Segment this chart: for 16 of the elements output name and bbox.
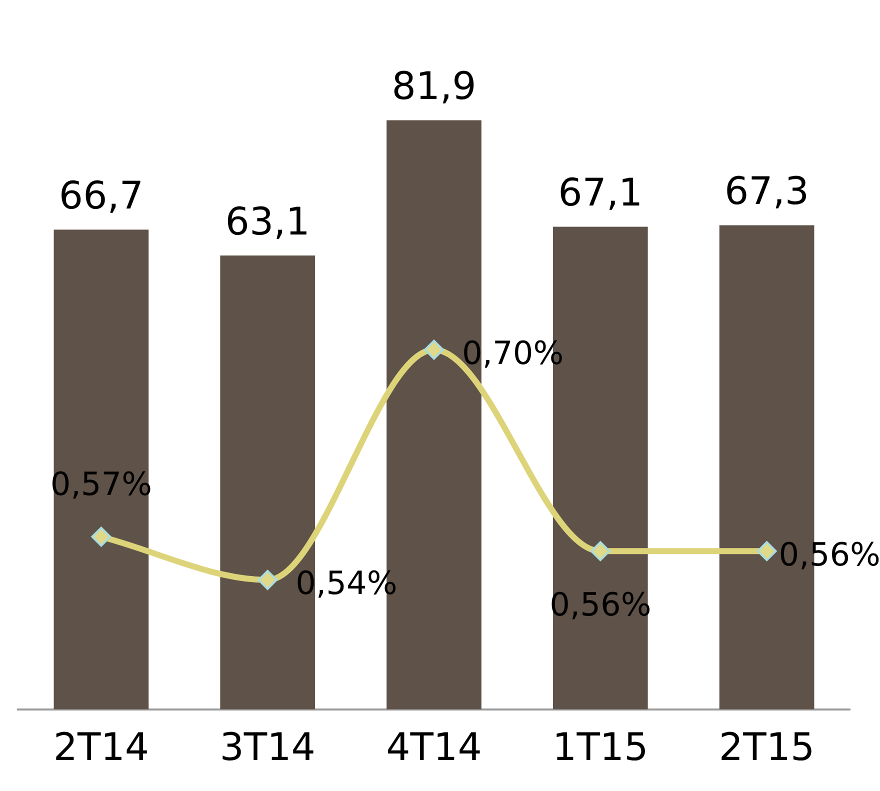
point [91, 526, 112, 547]
point [756, 541, 777, 562]
x-tick-label: 2T14 [53, 725, 150, 770]
point [590, 541, 610, 562]
x-tick-label: 3T14 [220, 725, 316, 770]
data-label: 81,9 [392, 64, 476, 108]
point [424, 340, 444, 360]
x-tick-label: 4T14 [386, 725, 482, 770]
x-tick-label: 1T15 [552, 725, 648, 770]
x-tick-label: 2T15 [718, 725, 815, 770]
point [258, 570, 278, 590]
data-label: 66,7 [58, 173, 144, 218]
data-label: 67,3 [724, 169, 810, 214]
data-label: 63,1 [225, 199, 310, 244]
data-label: 67,1 [558, 170, 643, 215]
bar [54, 230, 149, 710]
